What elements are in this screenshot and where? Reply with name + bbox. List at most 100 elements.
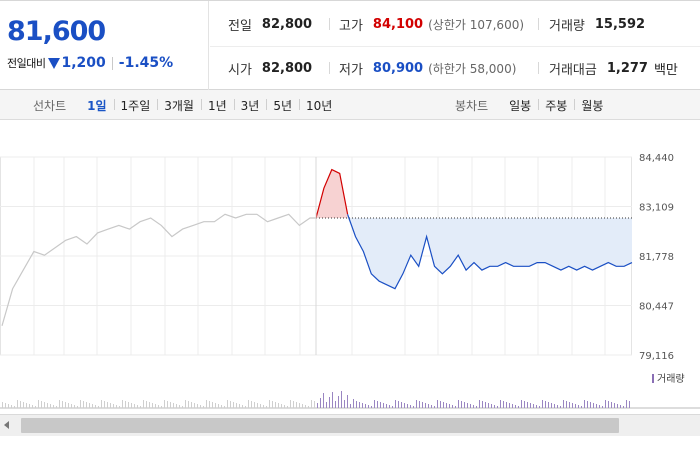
volume-bar	[281, 404, 282, 408]
tab-daily-candle[interactable]: 일봉	[509, 98, 532, 113]
volume-bar	[224, 406, 225, 408]
volume-bar	[398, 401, 399, 408]
stat-volume: 거래량 15,592	[549, 14, 645, 34]
volume-bar	[386, 404, 387, 408]
volume-bar	[488, 403, 489, 408]
volume-bar	[293, 401, 294, 408]
volume-bar	[74, 405, 75, 408]
volume-legend-swatch	[652, 374, 654, 383]
volume-bar	[356, 401, 357, 408]
volume-bar	[140, 406, 141, 408]
volume-legend-label: 거래량	[657, 373, 685, 385]
stat-label: 거래량	[549, 18, 585, 34]
period-tab-bar: 선차트 1일 1주일 3개월 1년 3년 5년 10년 봉차트 일봉 주봉 월봉	[0, 90, 700, 120]
volume-bar	[98, 406, 99, 408]
volume-bar	[581, 406, 582, 408]
volume-bar	[191, 402, 192, 408]
volume-bar	[602, 406, 603, 408]
volume-bar	[380, 402, 381, 408]
tab-5y[interactable]: 5년	[266, 97, 299, 114]
volume-bar	[2, 402, 3, 408]
tab-1y[interactable]: 1년	[200, 97, 234, 114]
volume-bar	[623, 406, 624, 408]
line-chart-tabs: 선차트 1일 1주일 3개월 1년 3년 5년 10년	[33, 90, 339, 120]
stat-low: 저가 80,900 (하한가 58,000)	[339, 58, 516, 78]
volume-bar	[50, 404, 51, 408]
divider	[538, 62, 539, 74]
volume-bar	[377, 401, 378, 408]
volume-bar	[572, 403, 573, 408]
volume-bar	[551, 403, 552, 408]
volume-bar	[242, 405, 243, 408]
upper-limit-text: (상한가 107,600)	[428, 17, 525, 32]
row-divider	[210, 46, 700, 47]
stat-label: 전일	[228, 18, 252, 34]
volume-bar	[233, 402, 234, 408]
volume-bar	[314, 401, 315, 408]
volume-bar	[524, 401, 525, 408]
current-price: 81,600	[7, 16, 106, 47]
volume-bar	[497, 406, 498, 408]
volume-bar	[101, 400, 102, 408]
volume-bar	[146, 401, 147, 408]
volume-legend: 거래량	[652, 373, 685, 385]
volume-bar	[218, 404, 219, 408]
volume-bar	[545, 401, 546, 408]
scroll-left-arrow-icon[interactable]	[4, 421, 9, 429]
volume-bar	[308, 406, 309, 408]
volume-bar	[353, 399, 354, 408]
volume-bar	[560, 406, 561, 408]
volume-bar	[161, 406, 162, 408]
volume-bar	[221, 405, 222, 408]
volume-bar	[509, 403, 510, 408]
volume-bar	[143, 400, 144, 408]
volume-bar	[62, 401, 63, 408]
volume-bar	[185, 400, 186, 408]
volume-bar	[170, 402, 171, 408]
tab-10y[interactable]: 10년	[299, 97, 339, 114]
tab-1w[interactable]: 1주일	[113, 97, 158, 114]
volume-bar	[590, 402, 591, 408]
volume-bar	[416, 400, 417, 408]
volume-bar	[269, 400, 270, 408]
volume-bar	[56, 406, 57, 408]
chart-scrollbar[interactable]	[0, 414, 700, 436]
volume-bar	[95, 405, 96, 408]
line-chart-title: 선차트	[33, 98, 67, 113]
volume-bar	[287, 406, 288, 408]
volume-bar	[332, 392, 333, 408]
volume-bar	[26, 403, 27, 408]
tab-3y[interactable]: 3년	[233, 97, 267, 114]
volume-bar	[440, 401, 441, 408]
stat-label: 저가	[339, 62, 363, 78]
volume-bar	[410, 405, 411, 408]
volume-bar	[548, 402, 549, 408]
volume-bar	[374, 400, 375, 408]
volume-bar	[473, 405, 474, 408]
tab-weekly-candle[interactable]: 주봉	[538, 97, 574, 114]
volume-bar	[158, 405, 159, 408]
volume-bar	[596, 404, 597, 408]
volume-bar	[341, 391, 342, 408]
volume-bar	[458, 400, 459, 408]
stat-open: 시가 82,800	[228, 58, 312, 78]
scrollbar-thumb[interactable]	[21, 418, 619, 433]
volume-bar	[578, 405, 579, 408]
volume-bar	[197, 404, 198, 408]
volume-bar	[32, 405, 33, 408]
volume-bar	[245, 406, 246, 408]
volume-bar	[470, 404, 471, 408]
tab-1d[interactable]: 1일	[87, 98, 107, 113]
tab-3m[interactable]: 3개월	[157, 97, 201, 114]
volume-bar	[38, 400, 39, 408]
volume-bar	[626, 400, 627, 408]
volume-bar	[59, 400, 60, 408]
volume-bar	[395, 400, 396, 408]
volume-bar	[401, 402, 402, 408]
volume-bar	[494, 405, 495, 408]
volume-bar	[119, 406, 120, 408]
volume-bar	[608, 401, 609, 408]
change-amount: 1,200	[61, 55, 106, 71]
tab-monthly-candle[interactable]: 월봉	[574, 97, 610, 114]
previous-day-price-line	[1, 213, 316, 326]
